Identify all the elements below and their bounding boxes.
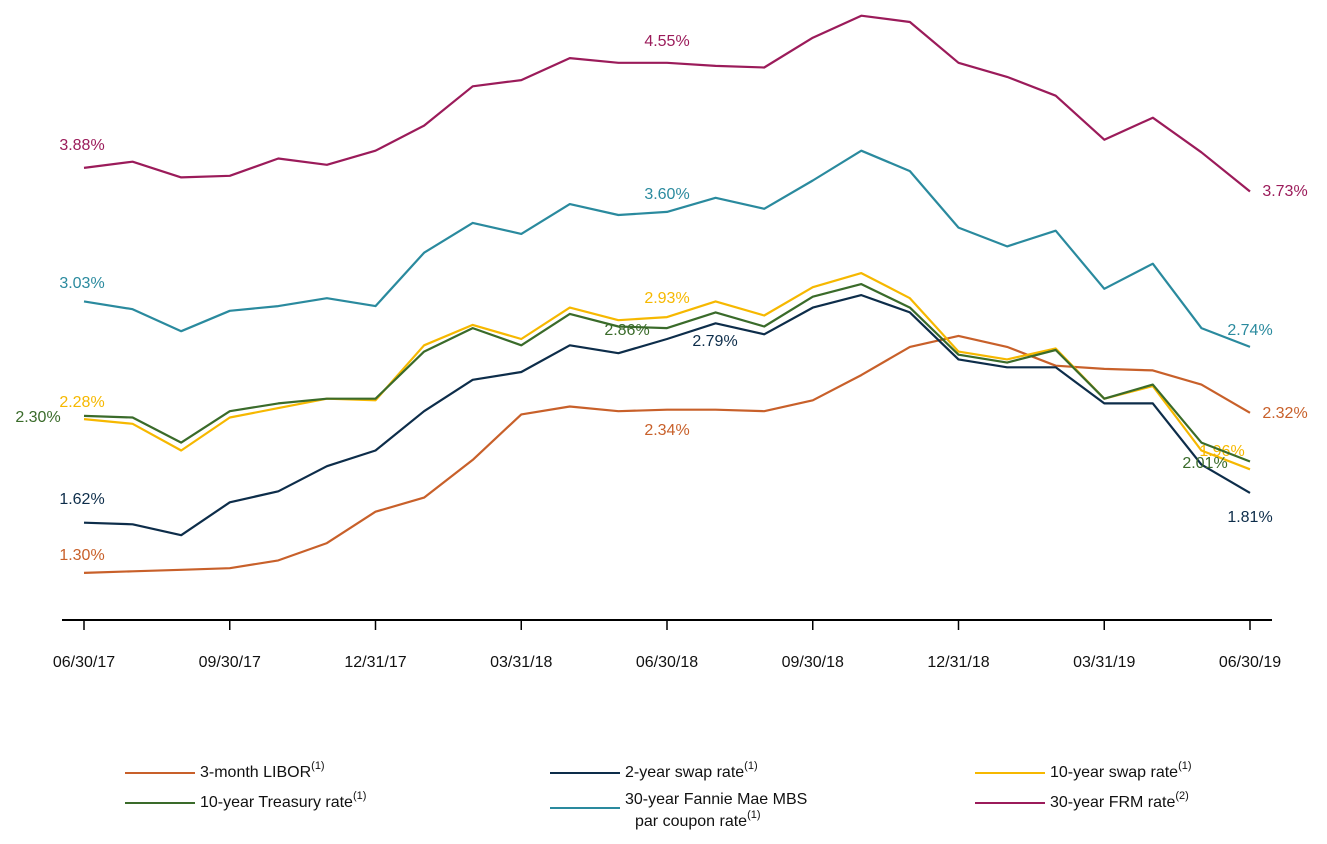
data-label: 3.88%: [59, 137, 104, 154]
legend-name-line: 30-year Fannie Mae MBS: [625, 791, 807, 808]
data-label: 3.73%: [1262, 183, 1307, 200]
x-tick-label: 09/30/18: [782, 654, 844, 671]
data-label: 2.34%: [644, 422, 689, 439]
legend-label: 10-year swap rate(1): [1050, 760, 1192, 781]
x-tick-label: 03/31/18: [490, 654, 552, 671]
data-label: 3.60%: [644, 186, 689, 203]
legend-footnote: (2): [1175, 790, 1188, 802]
legend-name: 10-year swap rate: [1050, 764, 1178, 781]
legend-label: 10-year Treasury rate(1): [200, 790, 366, 811]
x-tick-label: 06/30/17: [53, 654, 115, 671]
series-line: [83, 272, 1251, 471]
data-label: 2.74%: [1227, 322, 1272, 339]
legend-label: 2-year swap rate(1): [625, 760, 758, 781]
legend-name-line: par coupon rate: [635, 813, 747, 830]
x-tick-label: 03/31/19: [1073, 654, 1135, 671]
data-label: 2.01%: [1182, 455, 1227, 472]
x-tick-label: 12/31/17: [344, 654, 406, 671]
series-line: [83, 334, 1251, 574]
legend-name: 10-year Treasury rate: [200, 794, 353, 811]
legend-footnote: (1): [311, 760, 324, 772]
data-label: 1.81%: [1227, 509, 1272, 526]
legend-footnote: (1): [744, 760, 757, 772]
series-line: [83, 294, 1251, 537]
data-label: 3.03%: [59, 275, 104, 292]
series-line: [83, 149, 1251, 348]
data-label: 2.28%: [59, 394, 104, 411]
data-label: 2.93%: [644, 290, 689, 307]
x-tick-label: 12/31/18: [927, 654, 989, 671]
x-tick-label: 06/30/18: [636, 654, 698, 671]
legend-footnote: (1): [1178, 760, 1191, 772]
x-tick-label: 09/30/17: [199, 654, 261, 671]
data-label: 2.79%: [692, 333, 737, 350]
legend-name: 2-year swap rate: [625, 764, 744, 781]
data-label: 2.32%: [1262, 405, 1307, 422]
legend-name: 30-year Fannie Mae MBS par coupon rate: [625, 791, 807, 830]
x-tick-label: 06/30/19: [1219, 654, 1281, 671]
data-label: 1.62%: [59, 491, 104, 508]
data-label: 4.55%: [644, 33, 689, 50]
legend-name: 30-year FRM rate: [1050, 794, 1175, 811]
legend-label: 30-year Fannie Mae MBS par coupon rate(1): [625, 791, 807, 830]
legend-label: 3-month LIBOR(1): [200, 760, 325, 781]
legend-name: 3-month LIBOR: [200, 764, 311, 781]
series-line: [83, 283, 1251, 463]
data-label: 2.30%: [15, 409, 60, 426]
legend-label: 30-year FRM rate(2): [1050, 790, 1189, 811]
data-label: 2.86%: [604, 322, 649, 339]
data-label: 1.30%: [59, 547, 104, 564]
legend-footnote: (1): [747, 809, 760, 821]
series-line: [83, 14, 1251, 193]
legend-footnote: (1): [353, 790, 366, 802]
